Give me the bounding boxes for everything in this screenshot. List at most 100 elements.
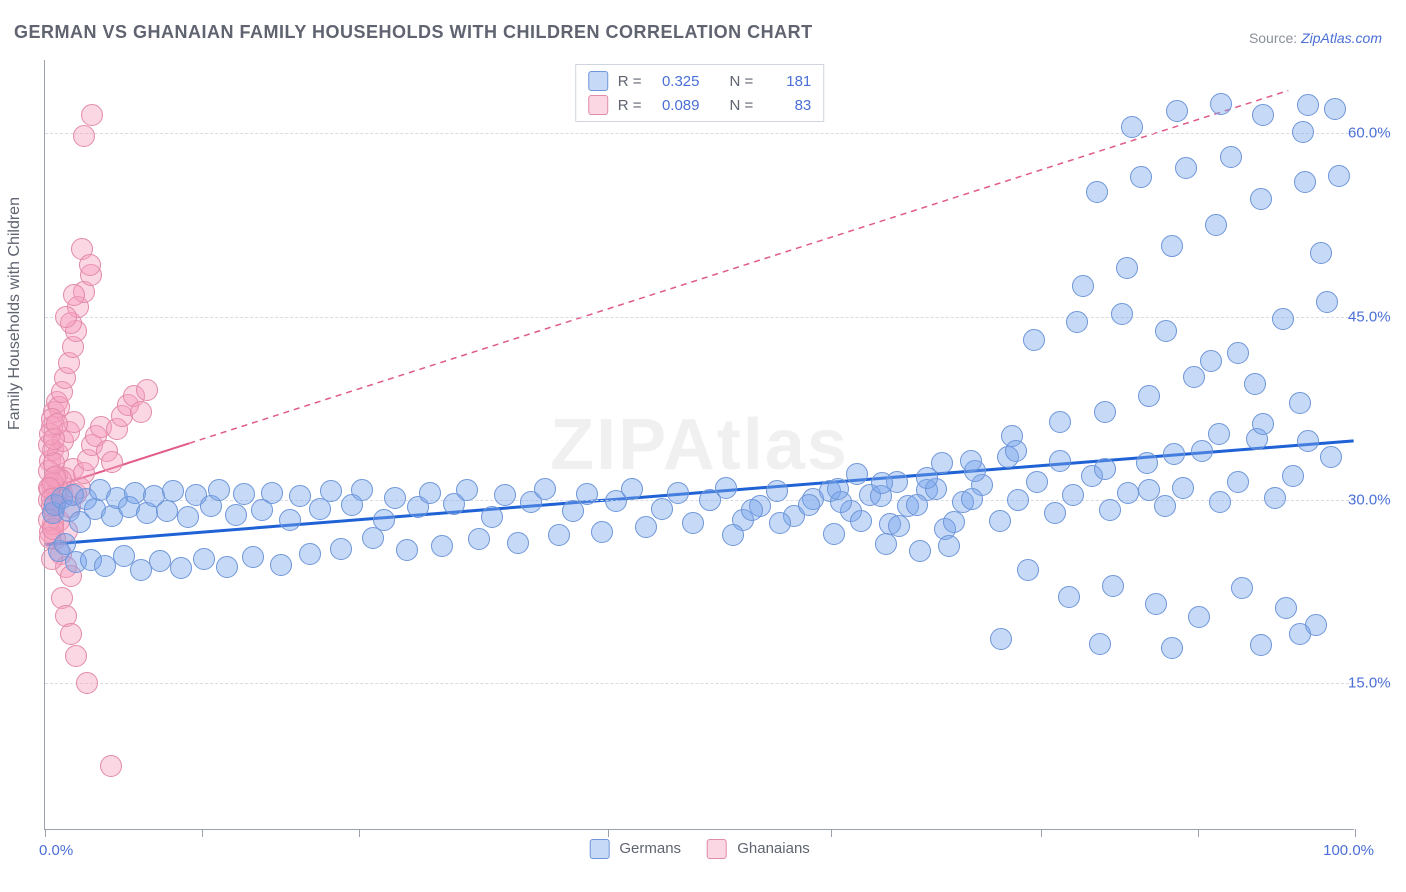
data-point-german <box>635 516 657 538</box>
data-point-german <box>1294 171 1316 193</box>
legend-label-germans: Germans <box>619 840 681 857</box>
data-point-german <box>1297 94 1319 116</box>
data-point-german <box>938 535 960 557</box>
data-point-german <box>960 450 982 472</box>
y-tick-label: 15.0% <box>1348 675 1406 692</box>
data-point-german <box>1320 446 1342 468</box>
data-point-german <box>562 500 584 522</box>
data-point-german <box>1138 479 1160 501</box>
data-point-german <box>233 483 255 505</box>
legend-n-label: N = <box>730 73 754 90</box>
data-point-german <box>162 480 184 502</box>
data-point-german <box>548 524 570 546</box>
data-point-german <box>1111 303 1133 325</box>
legend-swatch-ghanaians <box>707 839 727 859</box>
data-point-german <box>1220 146 1242 168</box>
data-point-ghanaian <box>55 306 77 328</box>
legend-label-ghanaians: Ghanaians <box>737 840 810 857</box>
legend-stats-row-ghanaians: R = 0.089 N = 83 <box>588 93 812 117</box>
legend-r-value-ghanaians: 0.089 <box>652 97 700 114</box>
data-point-german <box>1166 100 1188 122</box>
data-point-ghanaian <box>81 104 103 126</box>
data-point-german <box>481 506 503 528</box>
legend-n-value-ghanaians: 83 <box>763 97 811 114</box>
data-point-german <box>1026 471 1048 493</box>
data-point-german <box>1130 166 1152 188</box>
data-point-german <box>1328 165 1350 187</box>
data-point-german <box>1272 308 1294 330</box>
data-point-german <box>216 556 238 578</box>
data-point-german <box>1282 465 1304 487</box>
data-point-german <box>1161 637 1183 659</box>
data-point-german <box>722 524 744 546</box>
data-point-german <box>769 512 791 534</box>
data-point-german <box>576 483 598 505</box>
data-point-german <box>1227 342 1249 364</box>
data-point-german <box>156 500 178 522</box>
data-point-german <box>351 479 373 501</box>
data-point-german <box>1316 291 1338 313</box>
data-point-german <box>242 546 264 568</box>
data-point-german <box>534 478 556 500</box>
data-point-german <box>1099 499 1121 521</box>
legend-r-label: R = <box>618 73 642 90</box>
data-point-german <box>715 477 737 499</box>
data-point-german <box>906 494 928 516</box>
source-prefix: Source: <box>1249 30 1301 46</box>
data-point-german <box>1161 235 1183 257</box>
data-point-german <box>1292 121 1314 143</box>
data-point-ghanaian <box>100 755 122 777</box>
data-point-german <box>1188 606 1210 628</box>
data-point-german <box>468 528 490 550</box>
data-point-german <box>823 523 845 545</box>
data-point-german <box>1086 181 1108 203</box>
data-point-german <box>396 539 418 561</box>
data-point-ghanaian <box>60 623 82 645</box>
data-point-german <box>1275 597 1297 619</box>
data-point-german <box>916 467 938 489</box>
chart-title: GERMAN VS GHANAIAN FAMILY HOUSEHOLDS WIT… <box>14 22 813 43</box>
data-point-german <box>1072 275 1094 297</box>
scatter-plot-area: ZIPAtlas R = 0.325 N = 181 R = 0.089 N =… <box>44 60 1354 830</box>
data-point-german <box>850 510 872 532</box>
data-point-ghanaian <box>46 413 68 435</box>
data-point-german <box>149 550 171 572</box>
legend-swatch-germans <box>588 71 608 91</box>
gridline-h <box>45 317 1354 318</box>
data-point-german <box>1066 311 1088 333</box>
data-point-german <box>1094 458 1116 480</box>
data-point-german <box>1210 93 1232 115</box>
data-point-german <box>261 482 283 504</box>
source-link[interactable]: ZipAtlas.com <box>1301 30 1382 46</box>
data-point-german <box>871 472 893 494</box>
data-point-german <box>330 538 352 560</box>
data-point-german <box>1191 440 1213 462</box>
legend-stats-box: R = 0.325 N = 181 R = 0.089 N = 83 <box>575 64 825 122</box>
data-point-german <box>1289 623 1311 645</box>
gridline-h <box>45 133 1354 134</box>
data-point-german <box>989 510 1011 532</box>
data-point-ghanaian <box>73 125 95 147</box>
legend-r-value-germans: 0.325 <box>652 73 700 90</box>
data-point-german <box>1089 633 1111 655</box>
data-point-german <box>1200 350 1222 372</box>
data-point-german <box>682 512 704 534</box>
data-point-german <box>1252 413 1274 435</box>
data-point-german <box>990 628 1012 650</box>
x-tick <box>1198 829 1199 837</box>
data-point-german <box>1136 452 1158 474</box>
x-tick <box>1355 829 1356 837</box>
data-point-german <box>1310 242 1332 264</box>
data-point-ghanaian <box>65 645 87 667</box>
x-tick-label-max: 100.0% <box>1323 842 1374 859</box>
data-point-german <box>289 485 311 507</box>
gridline-h <box>45 683 1354 684</box>
data-point-german <box>1121 116 1143 138</box>
data-point-german <box>1163 443 1185 465</box>
data-point-german <box>1102 575 1124 597</box>
data-point-german <box>320 480 342 502</box>
data-point-german <box>299 543 321 565</box>
data-point-german <box>1155 320 1177 342</box>
legend-item-germans: Germans <box>589 839 681 859</box>
data-point-german <box>875 533 897 555</box>
